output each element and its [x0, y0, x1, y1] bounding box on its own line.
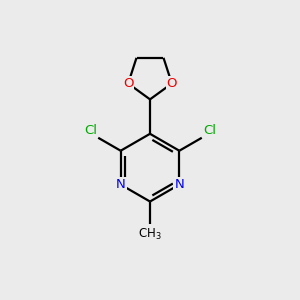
Text: Cl: Cl — [203, 124, 216, 136]
Text: Cl: Cl — [84, 124, 97, 136]
Text: N: N — [116, 178, 126, 191]
Text: O: O — [167, 77, 177, 90]
Text: N: N — [174, 178, 184, 191]
Text: CH$_3$: CH$_3$ — [138, 226, 162, 242]
Text: O: O — [123, 77, 134, 90]
